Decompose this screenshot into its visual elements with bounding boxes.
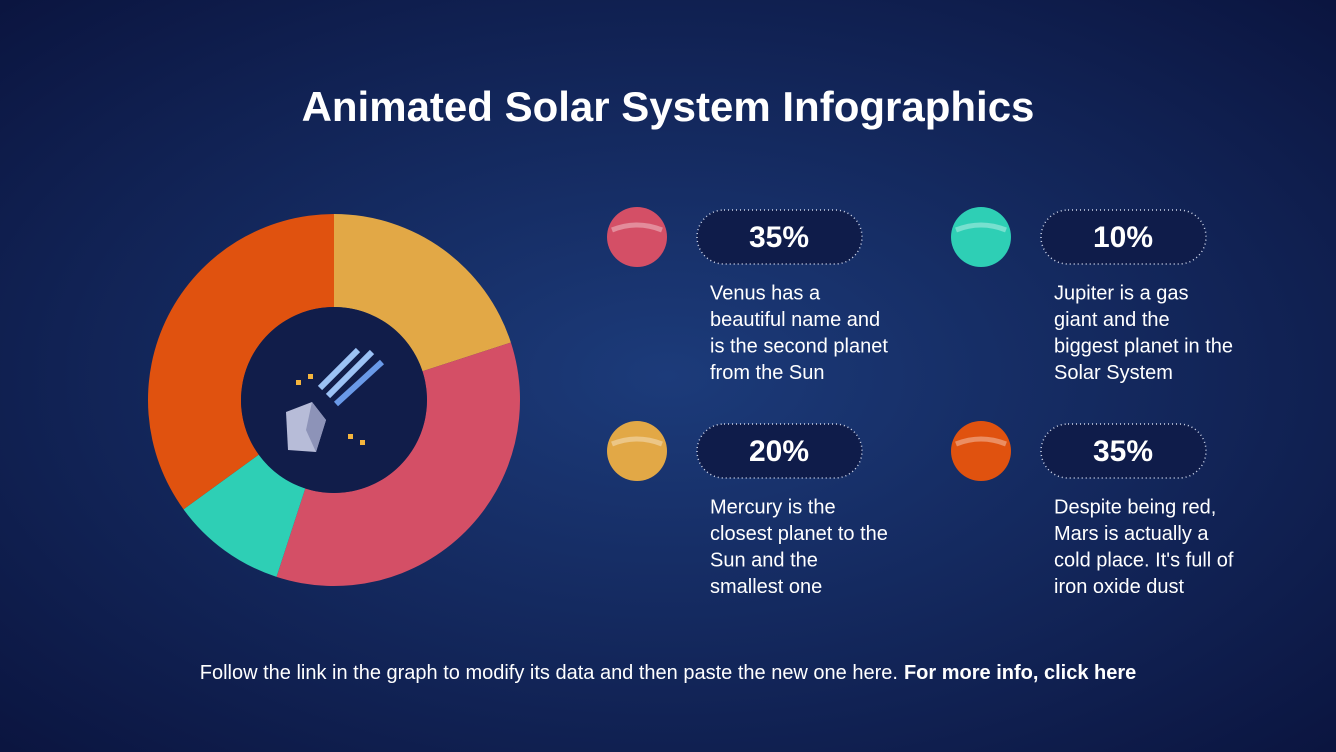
description-line: iron oxide dust: [1054, 576, 1185, 598]
description-line: closest planet to the: [710, 523, 888, 545]
planet-stripe: [611, 222, 663, 233]
title: Animated Solar System Infographics: [302, 83, 1035, 130]
donut-center: [241, 307, 427, 493]
planet-stripe: [611, 436, 663, 447]
description-line: biggest planet in the: [1054, 335, 1233, 357]
planet-stripe: [955, 222, 1007, 233]
value-label: 20%: [749, 435, 809, 468]
description-line: Sun and the: [710, 549, 818, 571]
description-line: from the Sun: [710, 362, 825, 384]
value-pill: [696, 209, 863, 265]
info-panel: 35% Despite being red, Mars is actually a c…: [951, 421, 1234, 598]
planet-icon: [951, 421, 1011, 481]
description-line: beautiful name and: [710, 309, 880, 331]
description-line: Despite being red,: [1054, 496, 1216, 518]
description-line: Mercury is the: [710, 496, 836, 518]
value-label: 10%: [1093, 221, 1153, 254]
info-panel: 20% Mercury is the closest planet to the Su…: [607, 421, 888, 598]
info-panel: 10% Jupiter is a gas giant and the biggest …: [951, 207, 1233, 384]
planet-stripe: [955, 436, 1007, 447]
donut-segment: [183, 454, 306, 577]
description-line: smallest one: [710, 576, 822, 598]
description-line: Jupiter is a gas: [1054, 282, 1189, 304]
description-line: Mars is actually a: [1054, 523, 1209, 545]
donut-segment: [334, 214, 511, 372]
planet-icon: [607, 421, 667, 481]
planet-icon: [951, 207, 1011, 267]
value-pill: [696, 423, 863, 479]
footer: Follow the link in the graph to modify i…: [200, 662, 1137, 684]
info-panel: 35% Venus has a beautiful name and is the s…: [607, 207, 888, 384]
footer-text: Follow the link in the graph to modify i…: [200, 662, 898, 684]
value-label: 35%: [1093, 435, 1153, 468]
donut-segment: [276, 342, 520, 586]
value-pill: [1040, 423, 1207, 479]
footer-link[interactable]: For more info, click here: [904, 662, 1136, 684]
donut-chart: [148, 214, 520, 586]
value-label: 35%: [749, 221, 809, 254]
description-line: giant and the: [1054, 309, 1170, 331]
donut-segment: [148, 214, 334, 510]
value-pill: [1040, 209, 1207, 265]
description-line: is the second planet: [710, 335, 888, 357]
meteor-icon: [286, 347, 385, 452]
description-line: Solar System: [1054, 362, 1173, 384]
description-line: cold place. It's full of: [1054, 549, 1234, 571]
planet-icon: [607, 207, 667, 267]
panels: 20% Mercury is the closest planet to the Su…: [607, 207, 1234, 598]
description-line: Venus has a: [710, 282, 821, 304]
